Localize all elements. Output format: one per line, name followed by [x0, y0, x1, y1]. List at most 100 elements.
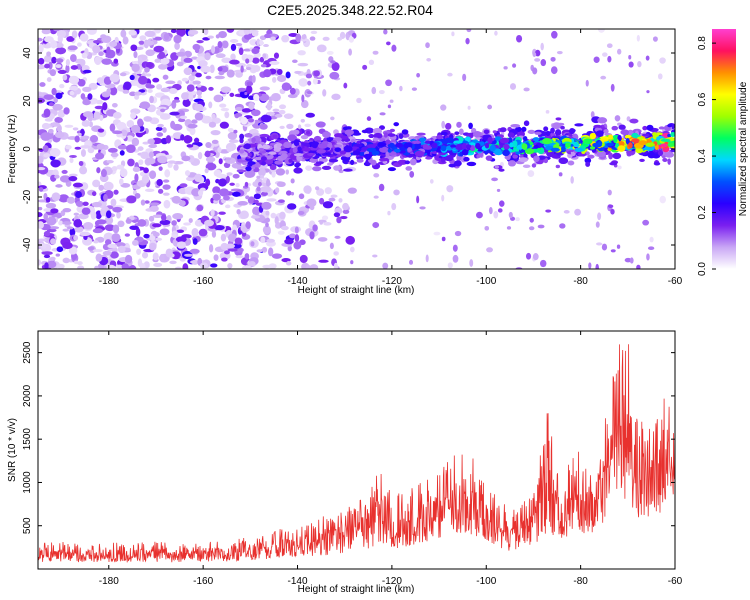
noise-mark: [260, 64, 267, 68]
noise-mark: [130, 124, 141, 134]
y-tick-label: 1500: [22, 428, 33, 451]
noise-mark: [532, 52, 537, 58]
noise-mark: [153, 45, 165, 53]
noise-mark: [588, 262, 592, 269]
noise-mark: [274, 216, 279, 225]
noise-mark: [214, 75, 225, 80]
noise-mark: [110, 152, 119, 158]
noise-mark: [218, 30, 227, 39]
noise-mark: [191, 227, 199, 237]
signal-mark: [642, 125, 648, 131]
noise-mark: [186, 176, 195, 182]
noise-mark: [441, 120, 446, 129]
noise-mark: [259, 174, 265, 179]
noise-mark: [316, 188, 325, 196]
spectrogram-marks: [38, 29, 675, 269]
noise-mark: [79, 166, 88, 175]
x-tick-label: -180: [99, 276, 119, 287]
signal-mark: [494, 164, 500, 169]
noise-mark: [117, 144, 128, 150]
noise-mark: [62, 241, 73, 250]
noise-mark: [91, 191, 97, 197]
signal-mark: [302, 147, 311, 152]
signal-mark: [603, 129, 609, 134]
noise-mark: [225, 157, 232, 161]
noise-mark: [469, 259, 474, 267]
noise-mark: [82, 69, 92, 74]
noise-mark: [244, 253, 250, 260]
noise-mark: [57, 109, 65, 118]
noise-mark: [40, 132, 51, 141]
signal-mark: [378, 158, 388, 162]
noise-mark: [248, 102, 255, 110]
noise-mark: [211, 113, 216, 120]
noise-mark: [616, 244, 621, 249]
noise-mark: [182, 263, 189, 269]
noise-mark: [144, 200, 150, 204]
noise-mark: [113, 189, 119, 195]
noise-mark: [105, 210, 112, 219]
noise-mark: [75, 191, 83, 198]
signal-mark: [484, 142, 490, 149]
noise-mark: [197, 84, 202, 88]
noise-mark: [43, 153, 51, 158]
signal-mark: [639, 158, 645, 163]
noise-mark: [220, 86, 232, 93]
snr-series-line: [38, 344, 675, 563]
noise-mark: [338, 198, 343, 203]
noise-mark: [92, 249, 103, 253]
noise-mark: [80, 149, 86, 157]
y-tick-label: 0: [22, 146, 33, 152]
signal-mark: [508, 160, 517, 167]
noise-mark: [602, 52, 608, 57]
noise-mark: [385, 79, 392, 87]
noise-mark: [160, 87, 171, 93]
noise-mark: [218, 188, 230, 197]
noise-mark: [55, 58, 64, 64]
noise-mark: [181, 155, 191, 162]
noise-mark: [138, 75, 148, 85]
noise-mark: [646, 90, 650, 94]
noise-mark: [163, 179, 170, 183]
noise-mark: [159, 228, 170, 236]
signal-mark: [533, 155, 540, 163]
noise-mark: [73, 235, 79, 241]
signal-mark: [629, 118, 639, 124]
noise-mark: [294, 70, 302, 74]
noise-mark: [189, 248, 200, 254]
noise-mark: [110, 251, 119, 259]
noise-mark: [226, 69, 235, 78]
noise-mark: [109, 41, 118, 48]
colorbar-tick-label: 0.8: [697, 36, 708, 50]
noise-mark: [545, 209, 552, 213]
noise-mark: [57, 124, 62, 133]
signal-mark: [487, 136, 493, 144]
noise-mark: [610, 249, 616, 253]
noise-mark: [187, 123, 197, 129]
noise-mark: [188, 92, 194, 102]
noise-mark: [318, 259, 329, 263]
noise-mark: [66, 36, 75, 42]
noise-mark: [290, 178, 295, 184]
noise-mark: [48, 226, 60, 230]
noise-mark: [286, 123, 294, 129]
noise-mark: [270, 212, 277, 219]
noise-mark: [171, 220, 177, 226]
noise-mark: [210, 45, 216, 54]
signal-mark: [523, 120, 530, 127]
noise-mark: [55, 92, 63, 100]
noise-mark: [509, 83, 517, 90]
noise-mark: [229, 182, 235, 186]
signal-mark: [293, 153, 304, 157]
noise-mark: [90, 134, 99, 143]
noise-mark: [454, 230, 462, 237]
noise-mark: [208, 86, 214, 91]
noise-mark: [145, 61, 154, 68]
signal-mark: [651, 153, 661, 159]
signal-mark: [312, 166, 322, 172]
signal-mark: [436, 134, 444, 140]
signal-mark: [458, 128, 464, 135]
noise-mark: [667, 158, 671, 165]
noise-mark: [138, 159, 144, 166]
noise-mark: [110, 198, 117, 207]
